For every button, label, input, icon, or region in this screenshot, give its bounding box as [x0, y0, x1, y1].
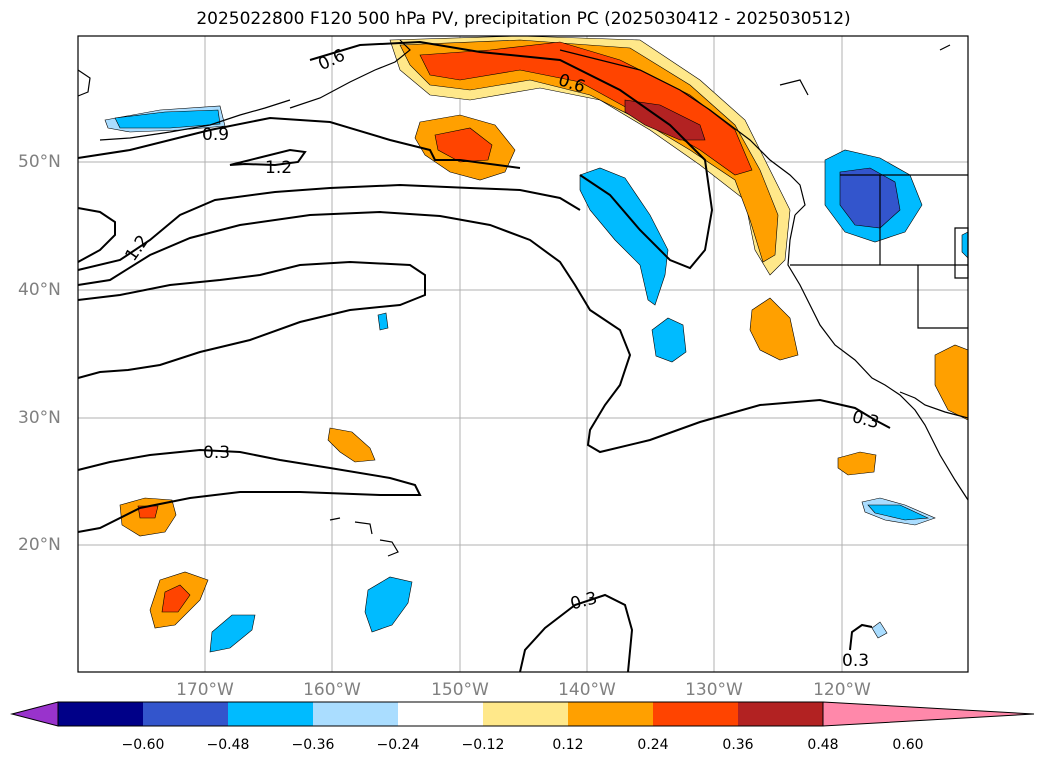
colorbar-extend-high [822, 701, 1035, 727]
precip-negative [104, 105, 969, 653]
lon-label-140w: 140°W [558, 680, 616, 700]
colorbar-tick-label: 0.24 [637, 737, 669, 753]
contour-label-0.9: 0.9 [202, 125, 229, 145]
colorbar-segment [398, 702, 483, 726]
colorbar-segment [58, 702, 143, 726]
colorbar-segment [228, 702, 313, 726]
map-plot: 0.6 0.6 0.9 1.2 1.2 0.3 0.3 0.3 0.3 [77, 35, 969, 673]
coastlines [77, 39, 969, 557]
colorbar-tick-label: −0.48 [206, 737, 250, 753]
colorbar-segment [738, 702, 823, 726]
colorbar-segment [568, 702, 653, 726]
colorbar-tick-label: 0.48 [807, 737, 839, 753]
lon-label-170w: 170°W [176, 680, 234, 700]
colorbar-tick-label: 0.60 [892, 737, 924, 753]
colorbar-segment [143, 702, 228, 726]
lat-label-50n: 50°N [18, 152, 61, 172]
colorbar-tick-label: 0.12 [552, 737, 584, 753]
colorbar [10, 701, 1035, 727]
colorbar-segment [653, 702, 738, 726]
pv-contours [77, 40, 891, 673]
lon-label-160w: 160°W [303, 680, 361, 700]
contour-0.3 [77, 448, 422, 533]
contour-0.9 [77, 116, 521, 169]
contour-0.6-north [309, 40, 714, 270]
colorbar-tick-label: −0.24 [376, 737, 420, 753]
lat-label-30n: 30°N [18, 408, 61, 428]
colorbar-frame [57, 701, 824, 727]
precip-blob-127w [749, 297, 799, 361]
lon-label-120w: 120°W [813, 680, 871, 700]
lat-label-20n: 20°N [18, 535, 61, 555]
colorbar-tick-label: 0.36 [722, 737, 754, 753]
precip-neg-140w [579, 167, 669, 306]
colorbar-tick-label: −0.36 [291, 737, 335, 753]
colorbar-extend-low [10, 701, 59, 727]
lon-label-130w: 130°W [685, 680, 743, 700]
colorbar-segment [313, 702, 398, 726]
colorbar-segment [483, 702, 568, 726]
lat-label-40n: 40°N [18, 280, 61, 300]
contour-label-1.2-center: 1.2 [265, 158, 292, 178]
lon-label-150w: 150°W [431, 680, 489, 700]
map-title: 2025022800 F120 500 hPa PV, precipitatio… [196, 9, 851, 29]
contour-label-0.3-west: 0.3 [203, 443, 230, 463]
contour-label-0.3-se: 0.3 [842, 651, 869, 671]
precip-positive [119, 35, 969, 629]
contour-1.2 [229, 148, 307, 167]
colorbar-tick-label: −0.60 [121, 737, 165, 753]
colorbar-tick-label: −0.12 [461, 737, 505, 753]
